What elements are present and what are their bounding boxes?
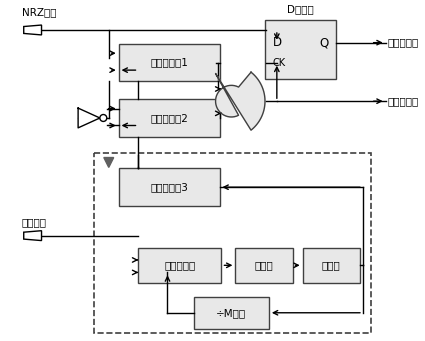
Bar bbox=[235, 248, 293, 283]
Text: 恢复的时钟: 恢复的时钟 bbox=[388, 96, 419, 106]
Text: 门控振荡器3: 门控振荡器3 bbox=[150, 182, 188, 192]
Text: 参考频率: 参考频率 bbox=[22, 217, 47, 227]
Bar bbox=[303, 248, 360, 283]
Bar bbox=[194, 297, 269, 329]
Bar bbox=[119, 168, 219, 206]
Text: 滤波器: 滤波器 bbox=[322, 260, 340, 270]
Bar bbox=[119, 44, 219, 81]
Polygon shape bbox=[104, 158, 114, 167]
Text: NRZ数据: NRZ数据 bbox=[22, 7, 56, 17]
Text: 恢复的数据: 恢复的数据 bbox=[388, 38, 419, 48]
Text: 门控振荡器1: 门控振荡器1 bbox=[150, 58, 188, 68]
Polygon shape bbox=[215, 72, 265, 130]
Polygon shape bbox=[78, 108, 100, 128]
Text: Q: Q bbox=[319, 36, 328, 49]
Bar bbox=[139, 248, 221, 283]
Bar bbox=[94, 152, 371, 332]
Text: D触发器: D触发器 bbox=[287, 4, 314, 14]
Polygon shape bbox=[24, 25, 42, 35]
Text: 门控振荡器2: 门控振荡器2 bbox=[150, 113, 188, 123]
Text: 鉴频鉴相器: 鉴频鉴相器 bbox=[164, 260, 196, 270]
Bar bbox=[119, 99, 219, 137]
Polygon shape bbox=[24, 231, 42, 241]
Text: 电荷泵: 电荷泵 bbox=[255, 260, 273, 270]
Circle shape bbox=[100, 115, 107, 121]
Text: D: D bbox=[273, 36, 282, 49]
Bar bbox=[265, 20, 336, 79]
Text: CK: CK bbox=[273, 58, 286, 68]
Text: ÷M分频: ÷M分频 bbox=[216, 308, 246, 318]
